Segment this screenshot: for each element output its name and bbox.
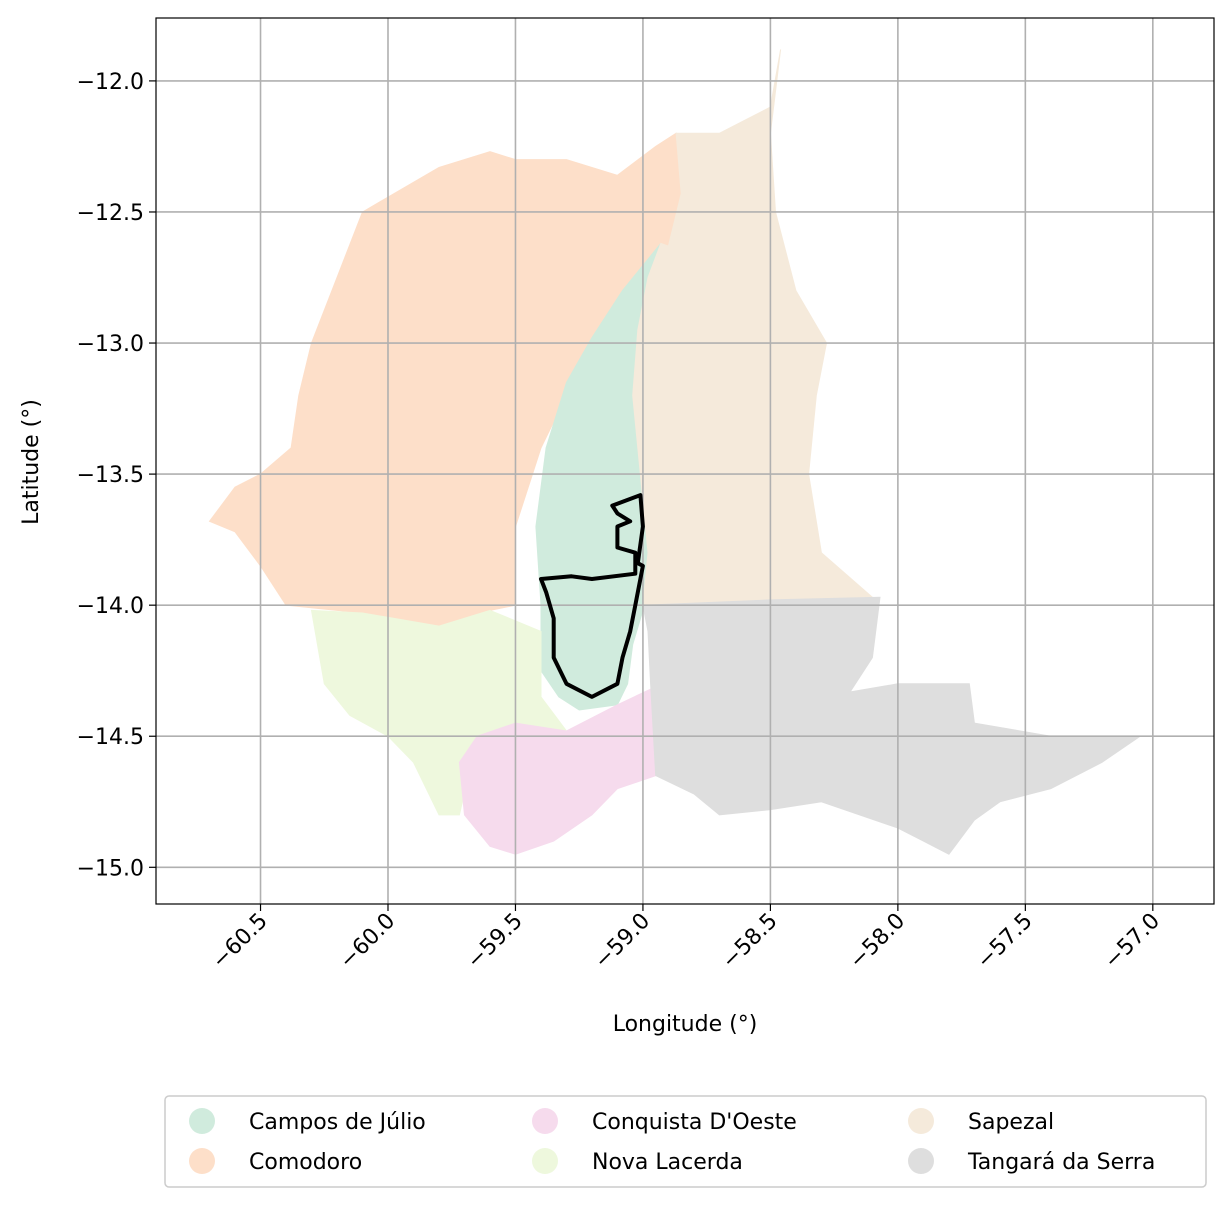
y-axis-title: Latitude (°) xyxy=(19,399,44,525)
region-tangara-da-serra xyxy=(642,596,1142,855)
regions-layer xyxy=(208,49,1142,855)
legend: Campos de Júlio Comodoro Conquista D'Oeste… xyxy=(164,1095,1207,1188)
x-axis-title: Longitude (°) xyxy=(613,1012,758,1037)
legend-marker-comodoro xyxy=(189,1148,215,1174)
region-conquista-d-oeste xyxy=(458,688,657,855)
x-tick-label-4: −58.5 xyxy=(717,909,782,974)
x-tick-label-7: −57.0 xyxy=(1100,909,1165,974)
outline-layer xyxy=(539,493,645,699)
y-ticks: −12.0 −12.5 −13.0 −13.5 −14.0 −14.5 −15.0 xyxy=(77,70,156,881)
x-ticks: −60.5 −60.0 −59.5 −59.0 −58.5 −58.0 −57.5 −57.0 xyxy=(207,904,1165,974)
y-tick-label-3: −13.5 xyxy=(77,463,144,488)
legend-marker-conquista-d-oeste xyxy=(532,1108,558,1134)
x-tick-label-5: −58.0 xyxy=(845,909,910,974)
legend-frame xyxy=(164,1095,1207,1188)
y-tick-label-6: −15.0 xyxy=(77,856,144,881)
legend-label-nova-lacerda: Nova Lacerda xyxy=(592,1150,743,1175)
y-tick-label-0: −12.0 xyxy=(77,70,144,95)
legend-marker-tangara-da-serra xyxy=(908,1148,934,1174)
x-tick-label-2: −59.5 xyxy=(462,909,527,974)
legend-label-sapezal: Sapezal xyxy=(968,1110,1054,1135)
y-tick-label-4: −14.0 xyxy=(77,594,144,619)
grid-layer xyxy=(156,18,1214,904)
legend-marker-nova-lacerda xyxy=(532,1148,558,1174)
legend-marker-sapezal xyxy=(908,1108,934,1134)
legend-label-conquista-d-oeste: Conquista D'Oeste xyxy=(592,1110,797,1135)
x-tick-label-0: −60.5 xyxy=(207,909,272,974)
y-tick-label-5: −14.5 xyxy=(77,725,144,750)
y-tick-label-1: −12.5 xyxy=(77,201,144,226)
legend-label-comodoro: Comodoro xyxy=(249,1150,362,1175)
region-sapezal xyxy=(632,49,874,606)
legend-label-tangara-da-serra: Tangará da Serra xyxy=(967,1150,1155,1175)
y-tick-label-2: −13.0 xyxy=(77,332,144,357)
x-tick-label-1: −60.0 xyxy=(335,909,400,974)
plot-frame xyxy=(155,17,1215,905)
x-tick-label-6: −57.5 xyxy=(972,909,1037,974)
legend-marker-campos-de-julio xyxy=(189,1108,215,1134)
highlight-outline xyxy=(539,493,645,699)
x-tick-label-3: −59.0 xyxy=(590,909,655,974)
legend-label-campos-de-julio: Campos de Júlio xyxy=(249,1110,426,1135)
